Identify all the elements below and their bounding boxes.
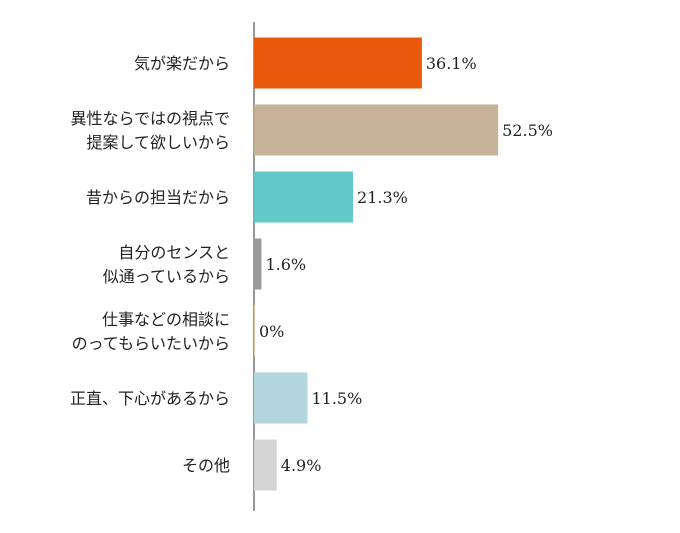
bar-1 [254, 104, 499, 156]
category-label-4-line-0: 仕事などの相談に [102, 310, 230, 329]
value-label-0: 36.1% [426, 54, 477, 73]
value-label-2: 21.3% [357, 188, 408, 207]
category-labels-group: 気が楽だから異性ならではの視点で提案して欲しいから昔からの担当だから自分のセンス… [70, 54, 230, 475]
value-labels-group: 36.1% 52.5% 21.3% 1.6% 0% 11.5% 4.9% [259, 54, 553, 475]
value-label-1: 52.5% [502, 121, 553, 140]
category-label-3-line-0: 自分のセンスと [118, 243, 230, 262]
category-label-5-line-0: 正直、下心があるから [70, 389, 230, 408]
category-label-3-line-1: 似通っているから [103, 267, 230, 286]
category-label-1-line-1: 提案して欲しいから [86, 133, 230, 152]
category-label-4-line-1: のってもらいたいから [72, 334, 230, 353]
category-label-0-line-0: 気が楽だから [134, 54, 230, 73]
bar-2 [254, 171, 354, 223]
value-label-4: 0% [259, 322, 284, 341]
bar-5 [254, 372, 308, 424]
value-label-3: 1.6% [265, 255, 306, 274]
category-label-1-line-0: 異性ならではの視点で [70, 109, 230, 128]
category-label-2-line-0: 昔からの担当だから [86, 188, 230, 207]
value-label-5: 11.5% [311, 389, 362, 408]
bar-3 [254, 238, 262, 290]
category-label-6-line-0: その他 [182, 456, 230, 475]
bar-4 [254, 305, 255, 357]
bar-6 [254, 439, 277, 491]
bar-0 [254, 37, 422, 89]
bars-group [254, 37, 499, 491]
value-label-6: 4.9% [281, 456, 322, 475]
